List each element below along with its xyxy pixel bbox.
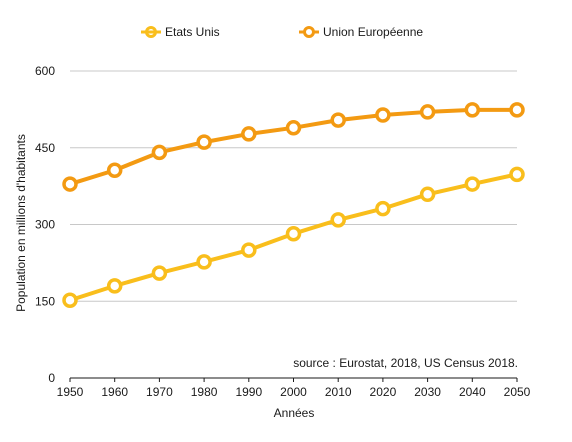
- data-point-etats-unis[interactable]: [375, 200, 391, 217]
- x-tick-label: 2000: [280, 385, 307, 399]
- y-tick-label: 150: [35, 294, 55, 308]
- x-tick-label: 2020: [370, 385, 397, 399]
- gridlines: [70, 70, 517, 379]
- x-tick-label: 1950: [57, 385, 84, 399]
- data-point-etats-unis[interactable]: [62, 292, 78, 308]
- x-axis-ticks: 1950 1960 1970 1980 1990 2000 2010 2020 2030 2040…: [57, 378, 531, 399]
- x-tick-label: 1970: [146, 385, 173, 399]
- data-point-union-europeenne[interactable]: [62, 176, 78, 192]
- data-point-etats-unis[interactable]: [106, 278, 123, 294]
- data-point-union-europeenne[interactable]: [419, 104, 436, 120]
- data-point-etats-unis[interactable]: [330, 212, 346, 228]
- series-group: [62, 102, 525, 308]
- y-tick-label: 0: [48, 371, 55, 385]
- x-tick-label: 1980: [191, 385, 218, 399]
- data-point-etats-unis[interactable]: [151, 265, 168, 281]
- y-tick-label: 450: [35, 141, 55, 155]
- source-annotation: source : Eurostat, 2018, US Census 2018.: [293, 356, 518, 370]
- x-tick-label: 2050: [504, 385, 531, 399]
- x-axis-title: Années: [274, 406, 315, 420]
- data-point-etats-unis[interactable]: [241, 242, 257, 258]
- data-point-etats-unis[interactable]: [285, 225, 302, 242]
- data-point-etats-unis[interactable]: [196, 254, 212, 270]
- x-tick-label: 2010: [325, 385, 352, 399]
- legend-label-etats-unis: Etats Unis: [165, 25, 220, 39]
- data-point-etats-unis[interactable]: [419, 186, 436, 203]
- data-point-union-europeenne[interactable]: [285, 120, 302, 136]
- legend: Etats Unis Union Européenne: [141, 25, 423, 39]
- data-point-union-europeenne[interactable]: [509, 102, 525, 118]
- data-point-union-europeenne[interactable]: [464, 102, 481, 118]
- y-axis-ticks: 0 150 300 450 600: [35, 64, 55, 385]
- legend-item-etats-unis[interactable]: Etats Unis: [141, 25, 220, 39]
- legend-label-union-europeenne: Union Européenne: [323, 25, 423, 39]
- y-tick-label: 600: [35, 64, 55, 78]
- data-point-etats-unis[interactable]: [464, 176, 481, 192]
- data-point-etats-unis[interactable]: [509, 166, 525, 183]
- x-tick-label: 2040: [459, 385, 486, 399]
- legend-marker-union-europeenne: [303, 26, 315, 38]
- data-point-union-europeenne[interactable]: [330, 112, 346, 128]
- data-point-union-europeenne[interactable]: [375, 107, 391, 123]
- legend-item-union-europeenne[interactable]: Union Européenne: [299, 25, 423, 39]
- x-tick-label: 2030: [414, 385, 441, 399]
- data-point-union-europeenne[interactable]: [241, 126, 257, 142]
- y-axis-title: Population en millions d'habitants: [14, 134, 28, 312]
- x-tick-label: 1990: [235, 385, 262, 399]
- data-point-union-europeenne[interactable]: [151, 144, 168, 161]
- y-tick-label: 300: [35, 218, 55, 232]
- data-point-union-europeenne[interactable]: [196, 134, 212, 150]
- data-point-union-europeenne[interactable]: [106, 162, 123, 179]
- x-tick-label: 1960: [101, 385, 128, 399]
